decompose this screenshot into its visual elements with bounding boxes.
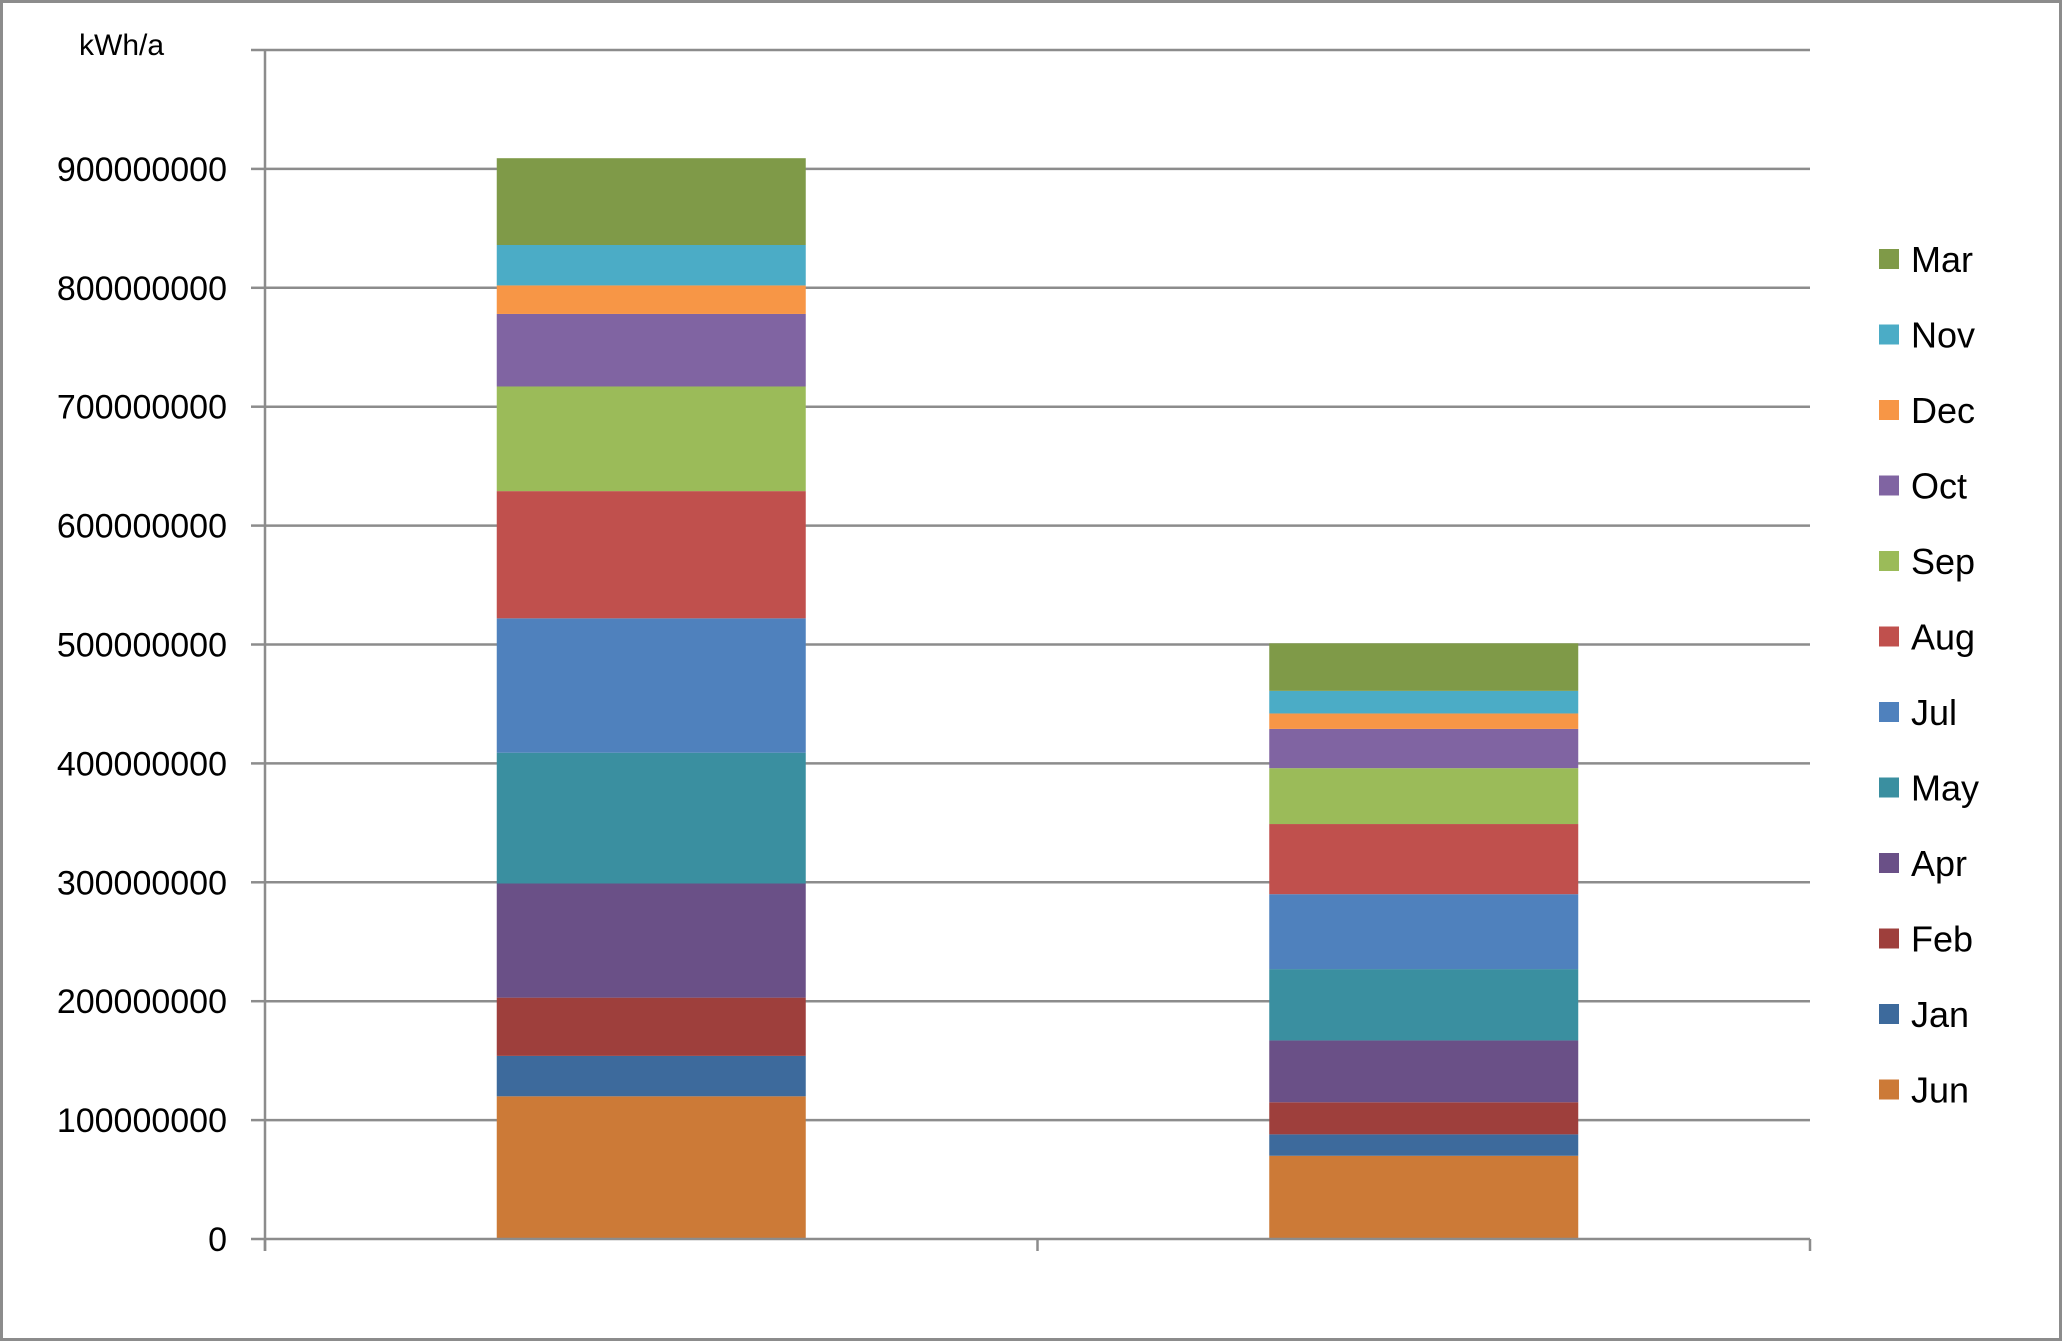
legend-swatch (1879, 249, 1899, 269)
bar-segment-mar (1269, 643, 1579, 691)
stacked-bar-chart: 0 100000000 200000000 300000000 400000000 500… (57, 29, 1979, 1259)
legend-label: Jul (1911, 692, 1957, 733)
y-tick-label: 500000000 (57, 627, 227, 665)
legend-label: Jun (1911, 1070, 1969, 1111)
legend-item-nov: Nov (1879, 315, 1975, 356)
legend-label: Aug (1911, 617, 1975, 658)
bar-segment-mar (496, 158, 806, 245)
legend-swatch (1879, 777, 1899, 798)
y-tick-label: 0 (208, 1221, 227, 1259)
legend-item-dec: Dec (1879, 390, 1975, 431)
legend-item-jan: Jan (1879, 994, 1969, 1035)
legend-swatch (1879, 853, 1899, 873)
bar-segment-oct (496, 313, 806, 387)
legend-swatch (1879, 324, 1899, 345)
legend-swatch (1879, 400, 1899, 420)
bar-segment-dec (496, 285, 806, 314)
bar-segment-nov (496, 244, 806, 286)
axes: 0 100000000 200000000 300000000 400000000 500… (57, 48, 1812, 1259)
legend-label: Jan (1911, 994, 1969, 1035)
legend: Mar Nov Dec Oct Sep Aug Jul May Apr Feb Jan Jun (1879, 239, 1979, 1111)
bar-segment-feb (496, 997, 806, 1056)
legend-item-apr: Apr (1879, 843, 1967, 884)
bar-segment-jan (496, 1055, 806, 1097)
legend-label: Feb (1911, 919, 1973, 960)
legend-label: Sep (1911, 541, 1975, 582)
bar-segment-jul (1269, 894, 1579, 970)
legend-item-sep: Sep (1879, 541, 1975, 582)
y-tick-label: 400000000 (57, 745, 227, 783)
y-tick-label: 200000000 (57, 983, 227, 1021)
legend-swatch (1879, 551, 1899, 571)
legend-swatch (1879, 928, 1899, 949)
legend-swatch (1879, 1079, 1899, 1100)
y-tick-label: 900000000 (57, 151, 227, 189)
y-tick-label: 600000000 (57, 508, 227, 546)
bar-segment-may (496, 752, 806, 884)
legend-swatch (1879, 702, 1899, 722)
bars (496, 158, 1579, 1239)
legend-swatch (1879, 475, 1899, 496)
legend-label: Dec (1911, 390, 1975, 431)
bar-segment-jun (1269, 1155, 1579, 1239)
bar-segment-apr (496, 883, 806, 998)
legend-item-feb: Feb (1879, 919, 1973, 960)
legend-item-mar: Mar (1879, 239, 1973, 280)
bar-segment-jun (496, 1096, 806, 1239)
bar-segment-aug (496, 491, 806, 619)
y-tick-label: 700000000 (57, 389, 227, 427)
bar-segment-feb (1269, 1102, 1579, 1135)
bar-segment-jul (496, 618, 806, 753)
legend-item-jul: Jul (1879, 692, 1957, 733)
bar-segment-apr (1269, 1040, 1579, 1103)
y-tick-label: 300000000 (57, 864, 227, 902)
bar-segment-sep (496, 386, 806, 492)
legend-item-may: May (1879, 768, 1979, 809)
y-tick-label: 800000000 (57, 270, 227, 308)
legend-label: Oct (1911, 466, 1967, 507)
bar-segment-aug (1269, 824, 1579, 895)
bar-segment-jan (1269, 1134, 1579, 1156)
bar-segment-may (1269, 969, 1579, 1041)
legend-label: Nov (1911, 315, 1975, 356)
y-tick-label: 100000000 (57, 1102, 227, 1140)
legend-swatch (1879, 626, 1899, 647)
legend-label: May (1911, 768, 1979, 809)
bar-segment-oct (1269, 728, 1579, 769)
bar-segment-nov (1269, 690, 1579, 714)
y-axis-unit-label: kWh/a (79, 29, 164, 62)
legend-item-aug: Aug (1879, 617, 1975, 658)
bar-segment-dec (1269, 713, 1579, 729)
legend-item-oct: Oct (1879, 466, 1967, 507)
legend-label: Apr (1911, 843, 1967, 884)
legend-item-jun: Jun (1879, 1070, 1969, 1111)
legend-label: Mar (1911, 239, 1973, 280)
bar-segment-sep (1269, 768, 1579, 825)
legend-swatch (1879, 1004, 1899, 1024)
